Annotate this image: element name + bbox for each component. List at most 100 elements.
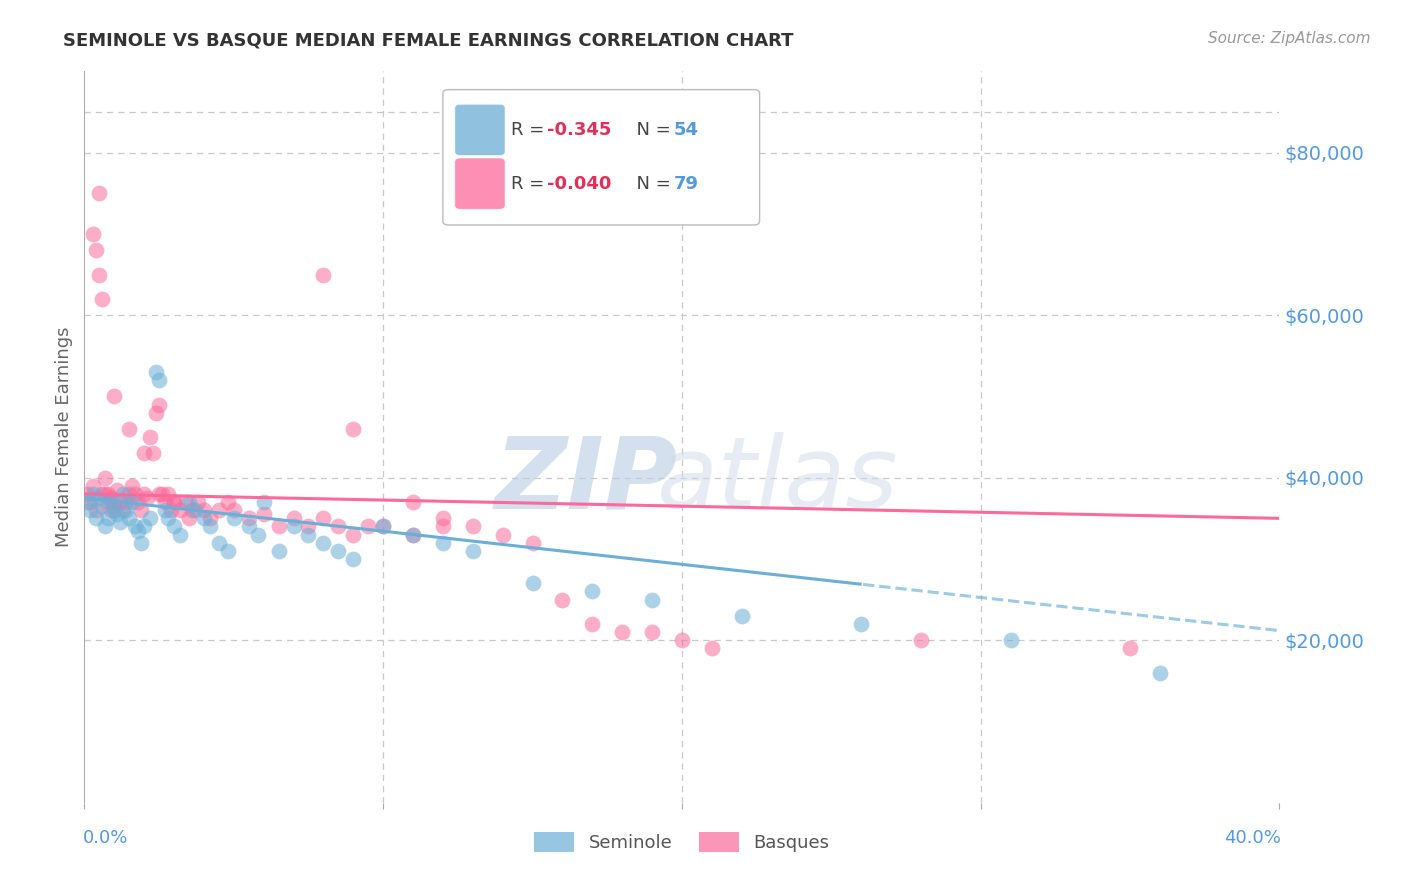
Point bbox=[86, 243, 108, 257]
Text: Source: ZipAtlas.com: Source: ZipAtlas.com bbox=[1208, 31, 1371, 46]
Point bbox=[91, 499, 114, 513]
Point bbox=[153, 503, 176, 517]
Point bbox=[94, 519, 117, 533]
Point bbox=[612, 625, 634, 640]
Point bbox=[169, 503, 191, 517]
Text: 79: 79 bbox=[673, 175, 699, 193]
Point bbox=[89, 186, 111, 201]
Point bbox=[267, 519, 290, 533]
Point bbox=[124, 487, 146, 501]
Point bbox=[163, 519, 186, 533]
Point bbox=[208, 503, 231, 517]
Point bbox=[217, 495, 239, 509]
Point bbox=[112, 487, 135, 501]
Point bbox=[127, 524, 149, 538]
Point bbox=[163, 495, 186, 509]
Point bbox=[581, 584, 603, 599]
Point bbox=[97, 495, 120, 509]
Point bbox=[97, 511, 120, 525]
Point bbox=[181, 503, 204, 517]
Point bbox=[238, 519, 260, 533]
Point bbox=[373, 519, 395, 533]
Point bbox=[100, 491, 122, 505]
Point bbox=[82, 227, 104, 241]
Point bbox=[118, 422, 141, 436]
Point bbox=[153, 495, 176, 509]
Point bbox=[129, 535, 152, 549]
Point bbox=[142, 446, 165, 460]
Point bbox=[283, 511, 305, 525]
Point bbox=[127, 495, 149, 509]
Point bbox=[76, 487, 98, 501]
Text: -0.345: -0.345 bbox=[547, 121, 612, 139]
Point bbox=[132, 519, 156, 533]
Point bbox=[145, 406, 167, 420]
Point bbox=[297, 527, 319, 541]
Point bbox=[1000, 633, 1022, 648]
Point bbox=[328, 544, 350, 558]
Y-axis label: Median Female Earnings: Median Female Earnings bbox=[55, 326, 73, 548]
Point bbox=[132, 487, 156, 501]
Point bbox=[157, 487, 180, 501]
Point bbox=[148, 373, 170, 387]
Point bbox=[283, 519, 305, 533]
Point bbox=[110, 495, 132, 509]
Point bbox=[208, 535, 231, 549]
Point bbox=[253, 508, 276, 522]
Point bbox=[641, 592, 664, 607]
Point bbox=[177, 511, 200, 525]
Point bbox=[136, 491, 159, 505]
Text: 0.0%: 0.0% bbox=[83, 829, 128, 847]
Point bbox=[402, 527, 425, 541]
Text: R =: R = bbox=[510, 121, 550, 139]
Point bbox=[1119, 641, 1142, 656]
Point bbox=[461, 519, 484, 533]
Point bbox=[148, 398, 170, 412]
Point bbox=[342, 552, 364, 566]
Point bbox=[121, 479, 143, 493]
Point bbox=[148, 487, 170, 501]
Point bbox=[253, 495, 276, 509]
Point bbox=[121, 495, 143, 509]
Text: atlas: atlas bbox=[657, 433, 898, 530]
Point bbox=[91, 487, 114, 501]
Point bbox=[851, 617, 873, 632]
Point bbox=[432, 519, 454, 533]
Text: -0.040: -0.040 bbox=[547, 175, 612, 193]
Point bbox=[94, 471, 117, 485]
Point bbox=[910, 633, 932, 648]
Point bbox=[184, 503, 207, 517]
Point bbox=[118, 487, 141, 501]
Point bbox=[328, 519, 350, 533]
Text: 54: 54 bbox=[673, 121, 699, 139]
Point bbox=[217, 544, 239, 558]
Legend: Seminole, Basques: Seminole, Basques bbox=[527, 824, 837, 860]
Point bbox=[222, 511, 245, 525]
Point bbox=[124, 519, 146, 533]
Point bbox=[105, 508, 128, 522]
Point bbox=[139, 430, 162, 444]
Point bbox=[198, 519, 221, 533]
Point bbox=[1149, 665, 1171, 680]
Point bbox=[79, 503, 101, 517]
Point bbox=[402, 495, 425, 509]
Point bbox=[157, 511, 180, 525]
Point bbox=[103, 389, 125, 403]
Point bbox=[89, 268, 111, 282]
Point bbox=[100, 495, 122, 509]
FancyBboxPatch shape bbox=[456, 104, 505, 155]
Point bbox=[193, 511, 215, 525]
Point bbox=[297, 519, 319, 533]
Point bbox=[177, 495, 200, 509]
Point bbox=[246, 527, 269, 541]
Point bbox=[671, 633, 693, 648]
Point bbox=[461, 544, 484, 558]
Point bbox=[79, 495, 101, 509]
Point bbox=[97, 487, 120, 501]
Point bbox=[342, 527, 364, 541]
Point bbox=[118, 511, 141, 525]
Point bbox=[312, 511, 335, 525]
Point bbox=[100, 503, 122, 517]
Point bbox=[139, 511, 162, 525]
Text: ZIP: ZIP bbox=[495, 433, 678, 530]
